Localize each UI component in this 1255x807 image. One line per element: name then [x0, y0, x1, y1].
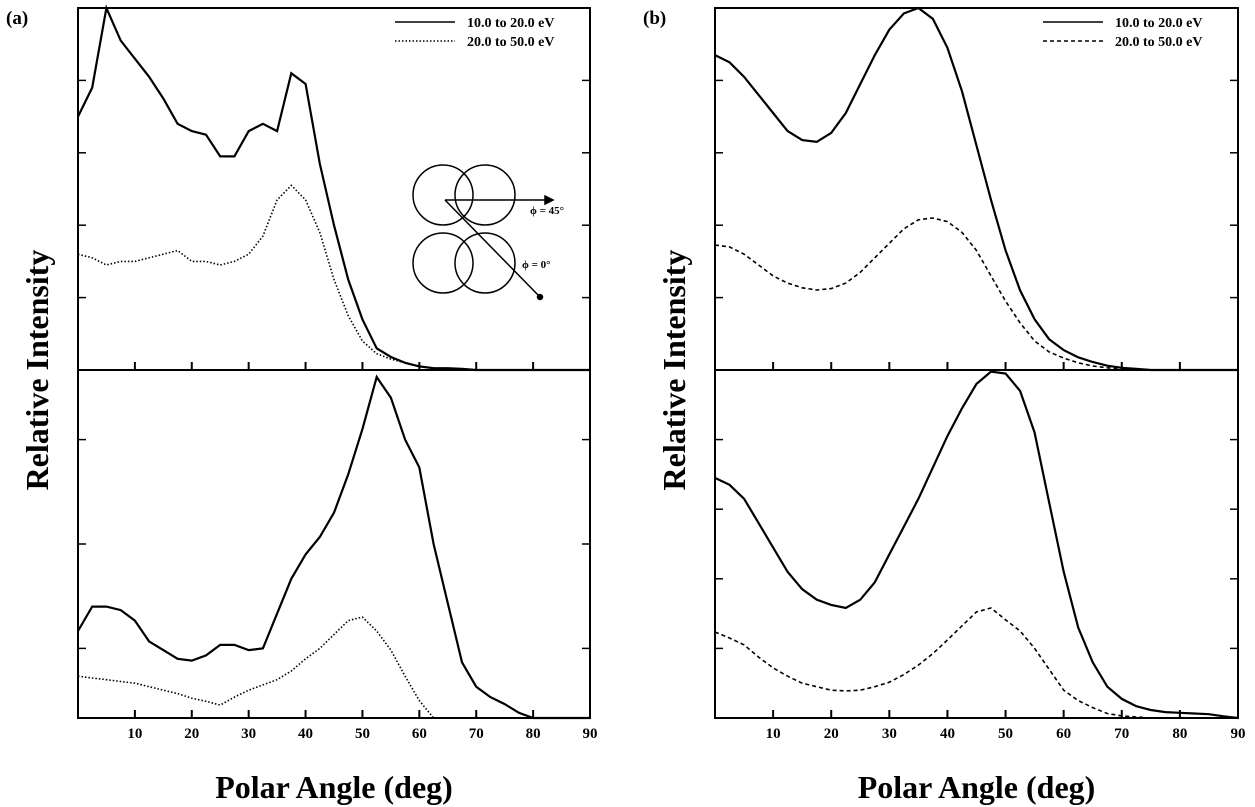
x-tick-label: 20: [184, 726, 199, 742]
legend-label: 20.0 to 50.0 eV: [1115, 35, 1203, 50]
legend-label: 20.0 to 50.0 eV: [467, 35, 555, 50]
legend-label: 10.0 to 20.0 eV: [1115, 16, 1203, 31]
x-tick-label: 50: [355, 726, 370, 742]
x-tick-label: 40: [940, 726, 955, 742]
x-tick-label: 90: [1231, 726, 1246, 742]
annotation: ϕ = 45°: [530, 205, 564, 217]
inset-diagram: [412, 164, 555, 301]
plot-frame: [77, 7, 591, 371]
x-tick-label: 90: [583, 726, 598, 742]
plot-frame: [77, 369, 591, 719]
y-axis-label: Relative Intensity: [19, 250, 55, 491]
azimuth-line: [444, 199, 541, 298]
atom-circle: [454, 164, 516, 226]
data-line: [714, 217, 1238, 371]
plot-frame: [714, 7, 1239, 371]
x-tick-label: 10: [766, 726, 781, 742]
x-tick-label: 70: [1114, 726, 1129, 742]
x-tick-label: 30: [882, 726, 897, 742]
x-tick-label: 80: [1172, 726, 1187, 742]
x-tick-label: 60: [412, 726, 427, 742]
data-line: [714, 6, 1238, 372]
x-tick-label: 70: [469, 726, 484, 742]
data-line: [77, 184, 590, 371]
data-line: [77, 616, 435, 719]
arrow-head: [544, 194, 555, 206]
x-tick-label: 40: [298, 726, 313, 742]
x-axis-label: Polar Angle (deg): [858, 769, 1096, 805]
data-line: [714, 607, 1238, 719]
data-line: [77, 374, 590, 720]
data-line: [77, 4, 590, 372]
x-tick-label: 10: [127, 726, 142, 742]
atom-circle: [454, 232, 516, 294]
x-tick-label: 50: [998, 726, 1013, 742]
y-axis-label: Relative Intensity: [656, 250, 692, 491]
data-line: [714, 370, 1239, 720]
x-axis-label: Polar Angle (deg): [215, 769, 453, 805]
panel-label: (a): [6, 8, 28, 29]
atom-circle: [412, 232, 474, 294]
x-tick-label: 60: [1056, 726, 1071, 742]
panel-label: (b): [643, 8, 666, 29]
plot-frame: [714, 369, 1239, 719]
atom-circle: [412, 164, 474, 226]
arrow-dot: [536, 293, 544, 301]
x-tick-label: 80: [526, 726, 541, 742]
annotation: ϕ = 0°: [522, 259, 551, 271]
legend-label: 10.0 to 20.0 eV: [467, 16, 555, 31]
x-tick-label: 20: [824, 726, 839, 742]
x-tick-label: 30: [241, 726, 256, 742]
